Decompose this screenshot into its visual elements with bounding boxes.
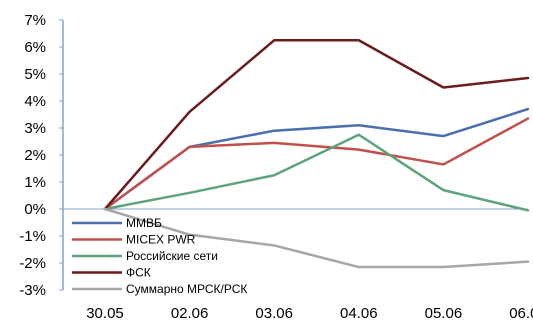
x-tick-label: 06.06	[509, 305, 533, 322]
series-line-3	[103, 39, 530, 211]
legend-label: Российские сети	[126, 249, 218, 263]
legend: ММВБ MICEX PWR Российские сети ФСК Суммарно …	[72, 216, 247, 296]
y-tick-label: -2%	[19, 255, 46, 272]
y-tick-label: 7%	[24, 12, 46, 29]
y-tick-label: 4%	[24, 93, 46, 110]
legend-label: Суммарно МРСК/РСК	[126, 282, 247, 296]
y-tick-label: 1%	[24, 174, 46, 191]
y-tick-label: 6%	[24, 39, 46, 56]
x-axis: 30.05 02.06 03.06 04.06 05.06 06.06	[63, 208, 533, 322]
y-tick-label: 3%	[24, 120, 46, 137]
x-tick-label: 02.06	[171, 305, 209, 322]
legend-label: ММВБ	[126, 216, 162, 230]
series-line-4	[103, 207, 530, 269]
y-tick-label: 2%	[24, 147, 46, 164]
x-tick-label: 30.05	[86, 305, 124, 322]
series-line-2	[103, 133, 530, 212]
legend-label: ФСК	[126, 266, 151, 280]
y-axis: -3% -2% -1% 0% 1% 2% 3% 4% 5% 6% 7%	[19, 12, 64, 299]
y-tick-label: -3%	[19, 282, 46, 299]
x-tick-label: 04.06	[340, 305, 378, 322]
y-tick-label: 0%	[24, 201, 46, 218]
y-tick-label: 5%	[24, 66, 46, 83]
series-line-1	[103, 117, 530, 211]
y-tick-label: -1%	[19, 228, 46, 245]
x-tick-label: 03.06	[255, 305, 293, 322]
x-tick-label: 05.06	[425, 305, 463, 322]
legend-label: MICEX PWR	[126, 233, 196, 247]
series-lines	[103, 39, 530, 269]
